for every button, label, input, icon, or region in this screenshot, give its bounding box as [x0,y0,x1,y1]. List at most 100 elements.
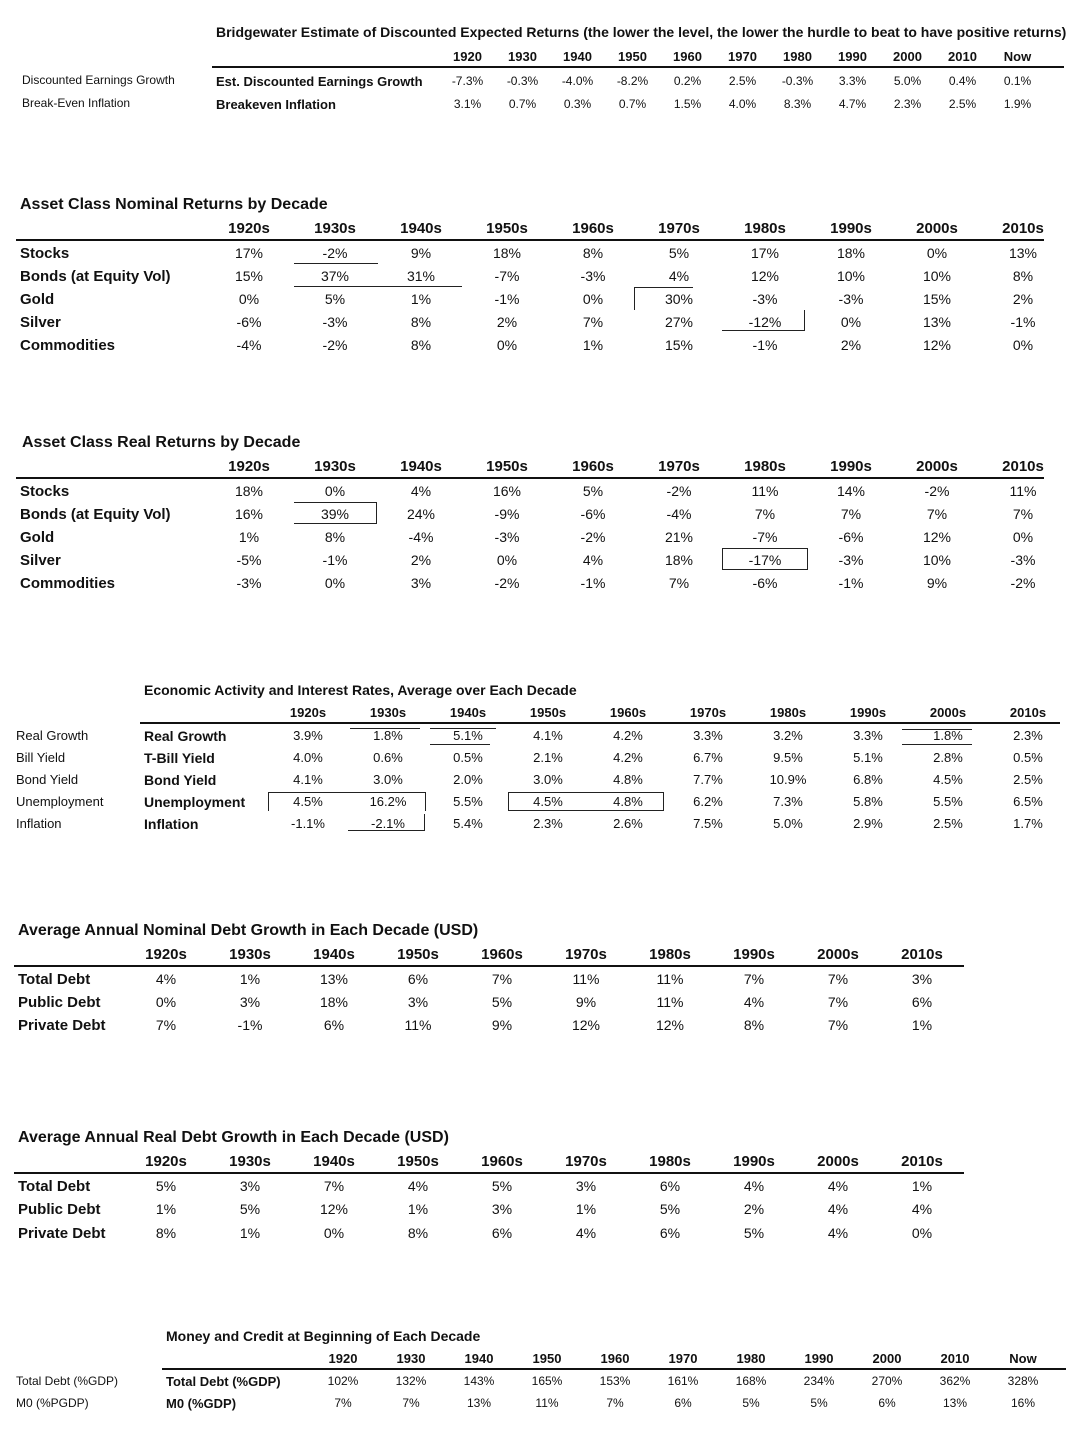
column-header: 1960 [600,1351,630,1366]
table-cell: 5% [582,483,604,499]
outer-label: Break-Even Inflation [22,96,131,110]
table-cell: 0.2% [673,74,702,88]
real-debt-title: Average Annual Real Debt Growth in Each … [18,1129,449,1146]
table-cell: 102% [327,1374,359,1388]
row-label: Silver [20,313,61,331]
table-cell: 7% [668,575,690,591]
table-cell: -0.3% [506,74,539,88]
table-cell: 7% [491,971,513,987]
column-header: 1950 [618,49,647,64]
real-returns-title: Asset Class Real Returns by Decade [22,434,301,451]
table-cell: 3.9% [293,728,323,743]
table-cell: 3% [407,994,429,1010]
row-label: Commodities [20,336,116,354]
highlight-mark [634,287,693,310]
table-cell: 6.2% [693,794,723,809]
table-cell: 16% [1010,1396,1036,1410]
table-cell: 13% [922,314,952,330]
table-cell: 7% [155,1017,177,1033]
column-header: 1930s [229,946,271,963]
table-cell: -6% [838,529,864,545]
table-cell: 2% [1012,291,1034,307]
column-header: 1970 [728,49,757,64]
table-cell: 2.0% [453,772,483,787]
column-header: 1940s [449,705,487,720]
outer-label: Unemployment [16,794,104,809]
table-cell: 153% [599,1374,631,1388]
row-label: Bonds (at Equity Vol) [20,505,171,523]
table-cell: -4% [408,529,434,545]
row-label: Private Debt [18,1016,106,1034]
nominal-header-rule [16,239,1044,241]
table-cell: 4.2% [613,728,643,743]
table-cell: 6.8% [853,772,883,787]
highlight-mark [430,728,496,729]
row-label: T-Bill Yield [144,749,215,766]
column-header: 2010s [1002,220,1044,237]
row-label: Bond Yield [144,771,217,788]
table-cell: 6% [491,1225,513,1241]
table-cell: -1% [237,1017,263,1033]
column-header: 1990s [830,220,872,237]
nominal-debt-column-headers: 1920s 1930s 1940s 1950s 1960s 1970s 1980… [124,946,964,963]
column-header: 1970 [668,1351,698,1366]
row-label: Silver [20,551,61,569]
table-cell: -3% [322,314,348,330]
table-cell: 6% [674,1396,692,1410]
column-header: 1970s [565,946,607,963]
column-header: 1980 [736,1351,766,1366]
highlight-mark [348,814,425,831]
table-cell: 0% [840,314,862,330]
column-header: 1970s [565,1153,607,1170]
table-cell: -9% [494,506,520,522]
table-cell: 8% [410,337,432,353]
table-cell: 4.8% [613,772,643,787]
table-cell: 1% [155,1201,177,1217]
money-credit-header-rule [162,1368,1066,1370]
table-cell: 5% [810,1396,828,1410]
highlight-mark [294,502,377,524]
table-cell: 1% [238,529,260,545]
table-cell: 16% [234,506,264,522]
table-cell: 4.0% [728,97,757,111]
nominal-column-headers: 1920s 1930s 1940s 1950s 1960s 1970s 1980… [206,220,1066,237]
column-header: 1950s [486,458,528,475]
table-cell: 7% [334,1396,352,1410]
table-cell: 5% [491,1178,513,1194]
row-label: Public Debt [18,1200,101,1218]
table-cell: 1% [582,337,604,353]
table-cell: 10% [836,268,866,284]
table-cell: -3% [580,268,606,284]
table-cell: 4% [575,1225,597,1241]
table-cell: 0.6% [373,750,403,765]
table-cell: 4% [743,1178,765,1194]
table-cell: 0.5% [1013,750,1043,765]
column-header: 1960 [673,49,702,64]
table-cell: 12% [750,268,780,284]
table-cell: 30% [664,291,694,307]
table-row: Public Debt 1% 5% 12% 1% 3% 1% 5% 2% 4% … [18,1198,964,1220]
table-cell: 0.3% [563,97,592,111]
table-cell: 17% [750,245,780,261]
table-cell: 4% [155,971,177,987]
table-row: Real Growth 3.9% 1.8% 5.1% 4.1% 4.2% 3.3… [144,725,1068,746]
column-header: 1980s [769,705,807,720]
row-label: Est. Discounted Earnings Growth [216,73,423,89]
table-cell: 3.0% [373,772,403,787]
table-cell: 1% [911,1178,933,1194]
column-header: 1960s [481,1153,523,1170]
table-cell: 2.1% [533,750,563,765]
table-cell: 15% [234,268,264,284]
column-header: 2000s [817,1153,859,1170]
table-row: Inflation -1.1% -2.1% 5.4% 2.3% 2.6% 7.5… [144,813,1068,834]
column-header: 1930 [396,1351,426,1366]
table-cell: 6% [911,994,933,1010]
table-cell: -6% [580,506,606,522]
table-cell: -3% [236,575,262,591]
table-row: Bond Yield 4.1% 3.0% 2.0% 3.0% 4.8% 7.7%… [144,769,1068,790]
table-cell: 3% [491,1201,513,1217]
row-label: Gold [20,528,55,546]
table-cell: -2% [1010,575,1036,591]
row-label: Real Growth [144,727,227,744]
column-header: 1940 [464,1351,494,1366]
